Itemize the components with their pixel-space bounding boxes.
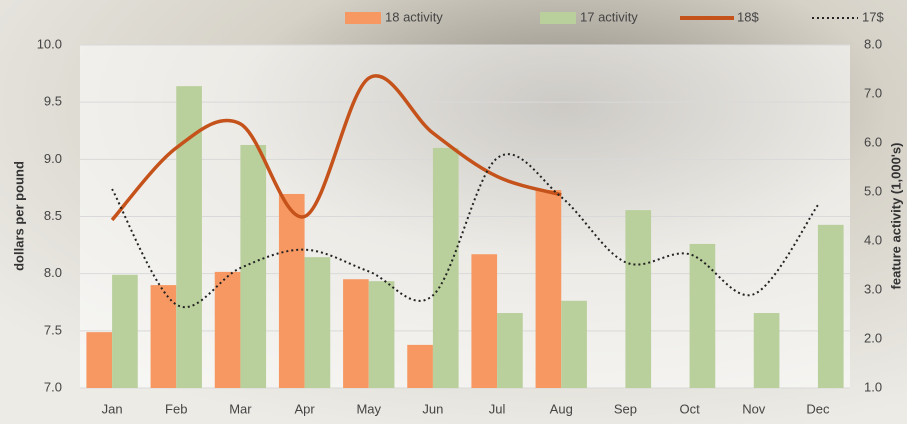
x-tick-label: Aug — [550, 401, 573, 416]
x-tick-label: Jun — [422, 401, 443, 416]
legend-label: 17$ — [862, 9, 884, 24]
bar — [407, 344, 433, 388]
bar — [112, 274, 138, 388]
y2-tick-label: 5.0 — [864, 183, 882, 198]
x-tick-label: May — [356, 401, 381, 416]
legend-label: 18 activity — [385, 9, 443, 24]
bar — [471, 254, 498, 388]
y2-tick-label: 7.0 — [864, 85, 882, 100]
bar — [817, 224, 844, 388]
y2-tick-label: 4.0 — [864, 232, 882, 247]
bar — [497, 313, 523, 388]
bar — [150, 285, 177, 388]
y-tick-label: 7.0 — [44, 379, 62, 394]
legend-swatch — [345, 12, 381, 24]
legend-swatch — [540, 12, 576, 24]
bar — [304, 257, 331, 388]
bar — [86, 332, 113, 388]
y2-tick-label: 1.0 — [864, 379, 882, 394]
x-tick-label: Feb — [165, 401, 187, 416]
x-tick-label: Dec — [806, 401, 830, 416]
y2-tick-label: 2.0 — [864, 330, 882, 345]
y-tick-label: 10.0 — [37, 36, 62, 51]
x-tick-label: Jan — [102, 401, 123, 416]
bar — [689, 243, 716, 388]
y2-axis-label: feature activity (1,000's) — [888, 143, 903, 290]
y-tick-label: 9.5 — [44, 94, 62, 109]
bar — [753, 313, 780, 388]
y-axis-label: dollars per pound — [11, 161, 26, 271]
x-tick-label: Sep — [614, 401, 637, 416]
y-tick-label: 8.5 — [44, 208, 62, 223]
bar — [535, 190, 562, 388]
bar — [561, 300, 587, 388]
legend-label: 18$ — [737, 9, 759, 24]
y2-tick-label: 8.0 — [864, 36, 882, 51]
bar — [343, 279, 369, 388]
x-tick-label: Oct — [679, 401, 700, 416]
x-tick-label: Apr — [294, 401, 315, 416]
y2-tick-label: 3.0 — [864, 281, 882, 296]
bar — [214, 271, 241, 388]
y-tick-label: 7.5 — [44, 322, 62, 337]
bar — [432, 147, 459, 388]
bar — [368, 281, 395, 388]
x-tick-label: Mar — [229, 401, 252, 416]
series-line — [111, 153, 819, 308]
series-line — [110, 74, 562, 222]
y-tick-label: 9.0 — [44, 151, 62, 166]
bar — [278, 193, 305, 388]
y-tick-label: 8.0 — [44, 265, 62, 280]
x-tick-label: Jul — [489, 401, 506, 416]
bar — [625, 210, 652, 388]
y2-tick-label: 6.0 — [864, 134, 882, 149]
x-tick-label: Nov — [742, 401, 766, 416]
legend-label: 17 activity — [580, 9, 638, 24]
